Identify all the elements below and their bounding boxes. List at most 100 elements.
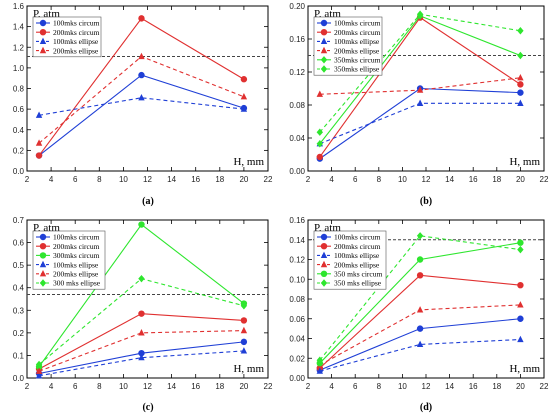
panel-label: (a) xyxy=(142,196,154,207)
data-point xyxy=(240,326,248,334)
y-tick-label: 0.2 xyxy=(13,146,25,155)
y-tick-label: 1.0 xyxy=(13,64,25,73)
y-tick-label: 0.7 xyxy=(13,216,25,225)
x-tick-label: 10 xyxy=(398,175,407,184)
legend-entry: 200mks ellipse xyxy=(53,46,99,55)
data-point xyxy=(416,99,424,106)
series-line xyxy=(319,304,521,366)
legend-marker xyxy=(320,270,328,277)
x-tick-label: 14 xyxy=(445,382,454,391)
x-tick-label: 22 xyxy=(540,382,549,391)
data-point xyxy=(138,349,145,357)
legend-marker xyxy=(320,56,328,64)
legend-entry: 100mks ellipse xyxy=(334,251,380,260)
y-tick-label: 0.00 xyxy=(289,374,305,383)
data-point xyxy=(316,140,323,148)
legend-marker xyxy=(39,252,47,259)
legend-marker xyxy=(320,251,328,258)
data-point xyxy=(316,90,323,97)
data-point xyxy=(416,10,424,18)
x-tick-label: 8 xyxy=(377,382,382,391)
x-tick-label: 16 xyxy=(469,175,478,184)
data-point xyxy=(517,89,524,96)
y-tick-label: 0.00 xyxy=(289,167,305,176)
y-tick-label: 0.1 xyxy=(13,351,25,360)
data-point xyxy=(517,301,524,308)
data-point xyxy=(240,317,248,324)
data-point xyxy=(138,93,145,101)
x-tick-label: 22 xyxy=(264,175,273,184)
data-point xyxy=(138,353,145,361)
x-tick-label: 4 xyxy=(49,175,54,184)
legend-entry: 100mks ellipse xyxy=(334,37,380,46)
legend-box xyxy=(313,16,383,76)
data-point xyxy=(138,329,145,336)
legend-marker xyxy=(39,270,47,277)
legend-marker xyxy=(39,37,47,44)
y-tick-label: 0.6 xyxy=(13,105,25,114)
y-tick-label: 0.0 xyxy=(13,374,25,383)
series-line xyxy=(319,87,521,160)
legend-entry: 200mks circum xyxy=(334,242,381,251)
data-point xyxy=(416,256,424,263)
x-tick-label: 18 xyxy=(492,382,501,391)
legend-marker xyxy=(39,243,47,250)
data-point xyxy=(35,371,43,379)
data-point xyxy=(517,315,524,322)
y-tick-label: 0.04 xyxy=(289,335,305,344)
data-point xyxy=(138,15,145,22)
data-point xyxy=(416,86,424,93)
x-tick-label: 20 xyxy=(516,382,525,391)
series-line xyxy=(38,313,244,370)
legend-entry: 100mks ellipse xyxy=(53,37,99,46)
x-tick-label: 10 xyxy=(398,382,407,391)
data-point xyxy=(240,302,248,310)
x-tick-label: 14 xyxy=(445,175,454,184)
data-point xyxy=(517,99,524,106)
data-point xyxy=(416,232,424,240)
data-point xyxy=(138,310,145,317)
legend-marker xyxy=(320,29,328,36)
legend-entry: 200mks ellipse xyxy=(334,260,380,269)
legend-marker xyxy=(39,46,47,54)
data-point xyxy=(416,306,424,313)
legend-marker xyxy=(39,279,47,287)
data-point xyxy=(138,221,145,228)
legend-marker xyxy=(39,260,47,268)
data-point xyxy=(35,111,43,118)
legend-marker xyxy=(39,233,47,241)
x-tick-label: 12 xyxy=(422,382,431,391)
x-tick-label: 22 xyxy=(264,382,273,391)
data-point xyxy=(316,128,323,136)
x-tick-label: 16 xyxy=(469,382,478,391)
x-tick-label: 18 xyxy=(492,175,501,184)
y-tick-label: 0.16 xyxy=(289,216,305,225)
data-point xyxy=(416,340,424,348)
data-point xyxy=(316,356,323,364)
y-tick-label: 0.14 xyxy=(289,236,305,245)
x-tick-label: 16 xyxy=(191,382,200,391)
legend-entry: 100mks circum xyxy=(53,233,100,242)
x-tick-label: 10 xyxy=(119,382,128,391)
x-tick-label: 8 xyxy=(377,175,382,184)
data-point xyxy=(517,73,524,81)
y-tick-label: 0.4 xyxy=(13,126,25,135)
data-point xyxy=(416,272,424,279)
x-tick-label: 20 xyxy=(516,175,525,184)
data-point xyxy=(517,245,524,254)
data-point xyxy=(138,274,145,283)
x-tick-label: 14 xyxy=(167,175,176,184)
x-tick-label: 12 xyxy=(143,175,152,184)
x-tick-label: 2 xyxy=(25,175,30,184)
y-tick-label: 0.04 xyxy=(289,134,305,143)
x-tick-label: 4 xyxy=(329,382,334,391)
x-tick-label: 18 xyxy=(215,382,224,391)
x-tick-label: 2 xyxy=(25,382,30,391)
panel-3: 2 4 6 8 10 12 14 16 18 20 22 0.0 0.1 0.2 0.3 0.4 0.5 0.6 0… xyxy=(13,216,273,413)
data-point xyxy=(35,360,43,369)
legend-entry: 200mks circum xyxy=(53,28,100,37)
x-tick-label: 12 xyxy=(422,175,431,184)
y-tick-label: 0.5 xyxy=(13,261,25,270)
